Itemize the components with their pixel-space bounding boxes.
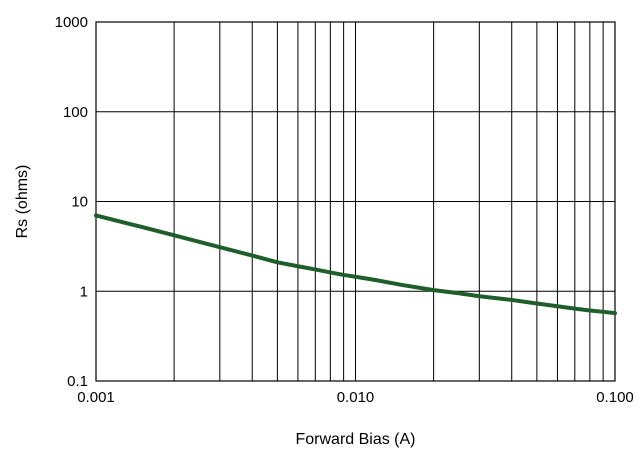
y-tick-label: 1 <box>80 283 88 300</box>
series-line <box>94 213 617 316</box>
x-tick-label: 0.001 <box>77 389 115 406</box>
y-tick-label: 1000 <box>55 14 88 31</box>
series-group <box>94 213 617 316</box>
y-tick-label: 0.1 <box>67 373 88 390</box>
y-axis-label: Rs (ohms) <box>14 165 31 239</box>
x-tick-label: 0.010 <box>337 389 375 406</box>
plot-area <box>95 21 616 382</box>
y-tick-label: 10 <box>71 194 88 211</box>
x-tick-labels: 0.001 0.010 0.100 <box>77 389 634 406</box>
grid-lines <box>96 22 615 381</box>
x-axis-label: Forward Bias (A) <box>295 431 415 448</box>
x-tick-label: 0.100 <box>596 389 634 406</box>
y-tick-label: 100 <box>63 104 88 121</box>
y-tick-labels: 0.1 1 10 100 1000 <box>55 14 88 390</box>
